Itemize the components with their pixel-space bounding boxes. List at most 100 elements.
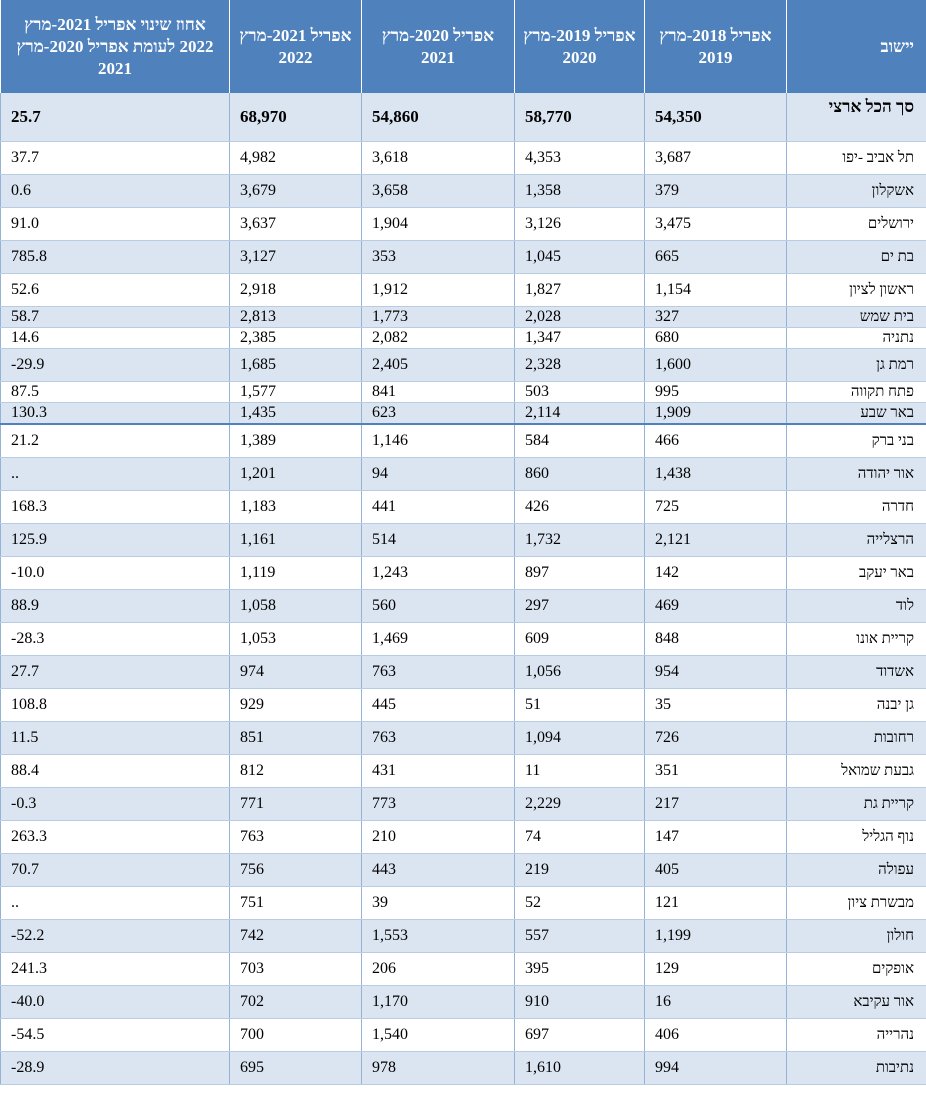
- cell-city: ראשון לציון: [786, 273, 926, 307]
- cell-period-2021-2022: 742: [229, 919, 362, 953]
- cell-period-2020-2021: 54,860: [361, 93, 515, 142]
- cell-city: לוד: [786, 589, 926, 623]
- cell-period-2019-2020: 1,094: [514, 721, 645, 755]
- cell-period-2021-2022: 851: [229, 721, 362, 755]
- cell-period-2018-2019: 1,199: [644, 919, 787, 953]
- table-row-total: סך הכל ארצי 54,350 58,770 54,860 68,970 25.7: [0, 93, 926, 142]
- table-row: אשקלון 379 1,358 3,658 3,679 0.6: [0, 174, 926, 208]
- table-row: פתח תקווה 995 503 841 1,577 87.5: [0, 381, 926, 403]
- cell-period-2021-2022: 1,577: [229, 381, 362, 403]
- table-row: ראשון לציון 1,154 1,827 1,912 2,918 52.6: [0, 273, 926, 307]
- table-body: סך הכל ארצי 54,350 58,770 54,860 68,970 25.7 ת…: [0, 93, 926, 1085]
- cell-period-2018-2019: 351: [644, 754, 787, 788]
- cell-period-2020-2021: 353: [361, 240, 515, 274]
- cell-period-2021-2022: 1,435: [229, 402, 362, 425]
- cell-city: נתניה: [786, 327, 926, 349]
- table-row: מבשרת ציון 121 52 39 751..: [0, 886, 926, 920]
- cell-period-2018-2019: 680: [644, 327, 787, 349]
- table-row: תל אביב -יפו 3,687 4,353 3,618 4,982 37.7: [0, 141, 926, 175]
- cell-percent-change: 10.0-: [0, 556, 230, 590]
- cell-period-2021-2022: 2,385: [229, 327, 362, 349]
- table-row: רמת גן 1,600 2,328 2,405 1,685 29.9-: [0, 348, 926, 382]
- cell-city: נתיבות: [786, 1051, 926, 1085]
- cell-city: קריית גת: [786, 787, 926, 821]
- cell-percent-change: 40.0-: [0, 985, 230, 1019]
- cell-period-2018-2019: 405: [644, 853, 787, 887]
- cell-period-2018-2019: 142: [644, 556, 787, 590]
- cell-period-2019-2020: 1,732: [514, 523, 645, 557]
- cell-percent-change: 91.0: [0, 207, 230, 241]
- cell-period-2020-2021: 514: [361, 523, 515, 557]
- cell-period-2018-2019: 848: [644, 622, 787, 656]
- cell-city: אופקים: [786, 952, 926, 986]
- cell-period-2020-2021: 2,405: [361, 348, 515, 382]
- table-row: הרצלייה 2,121 1,732 514 1,161 125.9: [0, 523, 926, 557]
- cell-percent-change: 0.6: [0, 174, 230, 208]
- table-row: באר יעקב 142 897 1,243 1,119 10.0-: [0, 556, 926, 590]
- cell-period-2019-2020: 74: [514, 820, 645, 854]
- cell-period-2021-2022: 1,058: [229, 589, 362, 623]
- cell-period-2018-2019: 469: [644, 589, 787, 623]
- cell-period-2021-2022: 1,389: [229, 424, 362, 458]
- cell-period-2020-2021: 1,553: [361, 919, 515, 953]
- cell-city: באר שבע: [786, 402, 926, 425]
- cell-period-2020-2021: 773: [361, 787, 515, 821]
- cell-period-2018-2019: 147: [644, 820, 787, 854]
- cell-percent-change: 125.9: [0, 523, 230, 557]
- cell-period-2020-2021: 39: [361, 886, 515, 920]
- cell-period-2020-2021: 1,469: [361, 622, 515, 656]
- cell-city: בני ברק: [786, 424, 926, 458]
- cell-period-2020-2021: 1,540: [361, 1018, 515, 1052]
- cell-period-2018-2019: 1,600: [644, 348, 787, 382]
- cell-period-2018-2019: 1,154: [644, 273, 787, 307]
- cell-period-2019-2020: 1,347: [514, 327, 645, 349]
- cell-period-2019-2020: 11: [514, 754, 645, 788]
- cell-period-2018-2019: 406: [644, 1018, 787, 1052]
- cell-percent-change: 0.3-: [0, 787, 230, 821]
- cell-percent-change: 168.3: [0, 490, 230, 524]
- cell-period-2020-2021: 2,082: [361, 327, 515, 349]
- cell-period-2020-2021: 94: [361, 457, 515, 491]
- cell-period-2019-2020: 51: [514, 688, 645, 722]
- table-row: גבעת שמואל 351 11 431 812 88.4: [0, 754, 926, 788]
- cell-period-2019-2020: 2,229: [514, 787, 645, 821]
- cell-percent-change: 54.5-: [0, 1018, 230, 1052]
- cell-period-2018-2019: 327: [644, 306, 787, 328]
- cell-city: גבעת שמואל: [786, 754, 926, 788]
- cell-period-2018-2019: 54,350: [644, 93, 787, 142]
- cell-period-2020-2021: 1,243: [361, 556, 515, 590]
- cell-city: אור יהודה: [786, 457, 926, 491]
- cell-period-2019-2020: 584: [514, 424, 645, 458]
- header-period-2020-2021: אפריל 2020-מרץ 2021: [361, 0, 515, 93]
- cell-percent-change: 785.8: [0, 240, 230, 274]
- cell-period-2018-2019: 1,909: [644, 402, 787, 425]
- table-row: אשדוד 954 1,056 763 974 27.7: [0, 655, 926, 689]
- cell-city: בת ים: [786, 240, 926, 274]
- table-row: עפולה 405 219 443 756 70.7: [0, 853, 926, 887]
- cell-percent-change: 27.7: [0, 655, 230, 689]
- cell-period-2019-2020: 1,610: [514, 1051, 645, 1085]
- cell-period-2019-2020: 58,770: [514, 93, 645, 142]
- cell-period-2019-2020: 2,328: [514, 348, 645, 382]
- cell-period-2019-2020: 2,114: [514, 402, 645, 425]
- header-period-2018-2019: אפריל 2018-מרץ 2019: [644, 0, 787, 93]
- cell-period-2018-2019: 954: [644, 655, 787, 689]
- cell-period-2019-2020: 503: [514, 381, 645, 403]
- cell-period-2018-2019: 121: [644, 886, 787, 920]
- cell-city: חדרה: [786, 490, 926, 524]
- cell-city: סך הכל ארצי: [786, 93, 926, 142]
- cell-percent-change: 52.6: [0, 273, 230, 307]
- cell-period-2019-2020: 609: [514, 622, 645, 656]
- cell-period-2021-2022: 3,127: [229, 240, 362, 274]
- cell-period-2020-2021: 210: [361, 820, 515, 854]
- cell-period-2020-2021: 443: [361, 853, 515, 887]
- cell-period-2018-2019: 994: [644, 1051, 787, 1085]
- cell-city: ירושלים: [786, 207, 926, 241]
- cell-period-2019-2020: 860: [514, 457, 645, 491]
- cell-period-2021-2022: 1,053: [229, 622, 362, 656]
- cell-city: מבשרת ציון: [786, 886, 926, 920]
- cell-city: אשקלון: [786, 174, 926, 208]
- cell-period-2021-2022: 756: [229, 853, 362, 887]
- cell-period-2018-2019: 466: [644, 424, 787, 458]
